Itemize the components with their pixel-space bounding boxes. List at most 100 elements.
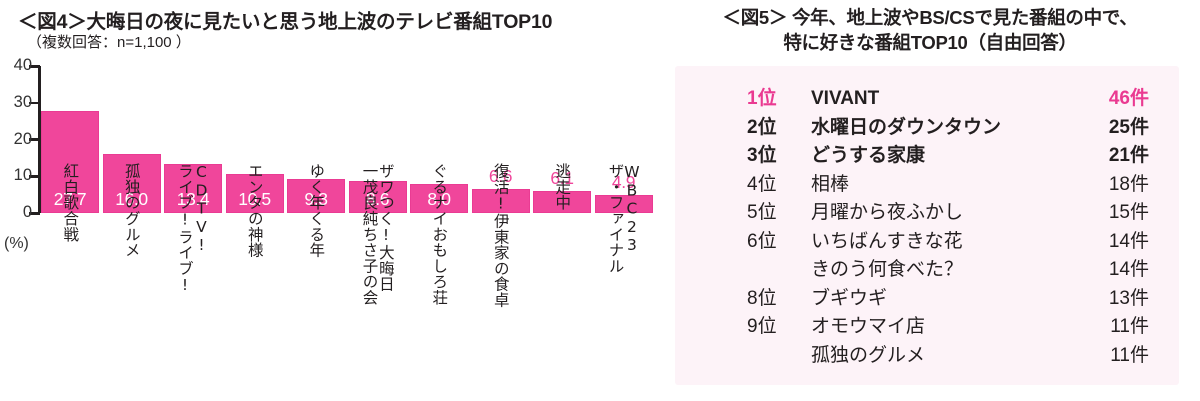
y-axis-tick-label: 30 xyxy=(13,92,32,111)
rank-position: 1位 xyxy=(747,88,777,109)
ranking-row: きのう何食べた？ 14件 xyxy=(675,254,1179,283)
bar-column: 6.1 xyxy=(533,66,591,213)
bar-column: 9.3 xyxy=(287,66,345,213)
program-name: いちばんすきな花 xyxy=(811,230,963,252)
bar-chart-plot-area: 0 10 20 30 40 (%) 27.7 16.0 13.4 10.5 9.3 8.6 8.0 6… xyxy=(0,55,660,401)
y-axis-tick xyxy=(29,175,39,178)
bar-column: 8.6 xyxy=(348,66,407,213)
program-name: オモウマイ店 xyxy=(811,316,926,337)
rank-position: 6位 xyxy=(747,230,777,252)
program-name: どうする家康 xyxy=(811,145,926,166)
bar xyxy=(533,190,591,213)
figure-5-title-line2: 特に好きな番組TOP10（自由回答） xyxy=(783,32,1077,53)
bar-value-label: 6.1 xyxy=(550,167,574,188)
x-axis-category-label: CDTV! ライブ!ライブ! xyxy=(164,163,222,345)
program-name: ブギウギ xyxy=(811,287,888,309)
y-axis-tick xyxy=(29,138,39,141)
ranking-row: 3位 どうする家康 21件 xyxy=(675,140,1179,169)
rank-position: 5位 xyxy=(747,202,777,223)
bar-value-label: 4.9 xyxy=(611,172,636,192)
x-axis-category-labels: 紅白歌合戦 孤独のグルメ CDTV! ライブ!ライブ! エンタの神様 ゆく年くる年 ザワつく… xyxy=(41,163,661,348)
bar-series: 27.7 16.0 13.4 10.5 9.3 8.6 8.0 6.6 6.1 4.9 xyxy=(41,66,656,213)
x-axis-category-label: ザワつく!大晦日 一茂良純ちさ子の会 xyxy=(349,163,407,345)
rank-position: 3位 xyxy=(747,145,777,166)
response-count: 14件 xyxy=(1108,259,1149,280)
bar xyxy=(348,181,407,213)
ranking-row: 孤独のグルメ 11件 xyxy=(675,340,1179,369)
bar xyxy=(164,163,222,213)
program-name: 水曜日のダウンタウン xyxy=(811,116,1002,138)
figure-4: ＜図4＞大晦日の夜に見たいと思う地上波のテレビ番組TOP10 （複数回答：n=1… xyxy=(0,11,661,401)
bar-value-label: 8.6 xyxy=(365,189,390,209)
bar xyxy=(102,154,161,213)
rank-position: 2位 xyxy=(747,116,777,138)
ranking-row: 9位 オモウマイ店 11件 xyxy=(675,311,1179,340)
program-name: 月曜から夜ふかし xyxy=(811,202,964,223)
category-label-line: エンタの神様 xyxy=(245,163,264,258)
category-label-line: 紅白歌合戦 xyxy=(61,163,80,242)
ranking-row: 4位 相棒 18件 xyxy=(675,169,1179,198)
bar-column: 6.6 xyxy=(471,66,530,213)
figure-4-subtitle: （複数回答：n=1,100 ） xyxy=(27,34,191,51)
x-axis-category-label: 復活!伊東家の食卓 xyxy=(472,163,530,345)
bar-value-label: 6.6 xyxy=(488,165,513,186)
category-label-line: WBC23 xyxy=(622,163,641,255)
category-label-line: CDTV! xyxy=(192,163,211,255)
bar-column: 10.5 xyxy=(225,66,284,213)
category-label-line: ゆく年くる年 xyxy=(307,163,326,258)
bar-column: 8.0 xyxy=(410,66,468,213)
category-label-line: 復活!伊東家の食卓 xyxy=(491,163,510,308)
ranking-list: 1位 VIVANT 46件 2位 水曜日のダウンタウン 25件 3位 どうする家康 21件 4位 相… xyxy=(675,83,1179,368)
x-axis-category-label: 逃走中 xyxy=(533,163,591,345)
response-count: 15件 xyxy=(1108,202,1149,223)
bar-column: 13.4 xyxy=(164,66,222,213)
bar-value-label: 27.7 xyxy=(53,189,87,209)
y-axis-line xyxy=(38,66,41,213)
response-count: 18件 xyxy=(1108,173,1149,195)
ranking-row: 6位 いちばんすきな花 14件 xyxy=(675,226,1179,255)
bar xyxy=(225,174,284,213)
ranking-panel: 1位 VIVANT 46件 2位 水曜日のダウンタウン 25件 3位 どうする家康 21件 4位 相… xyxy=(675,66,1179,385)
program-name: 相棒 xyxy=(811,173,850,195)
category-label-line: ザ・ファイナル xyxy=(606,163,625,274)
bar-value-label: 8.0 xyxy=(427,189,451,209)
ranking-row: 2位 水曜日のダウンタウン 25件 xyxy=(675,112,1179,141)
category-label-line: 孤独のグルメ xyxy=(122,163,141,258)
rank-position: 9位 xyxy=(747,316,777,337)
figure-5: ＜図5＞ 今年、地上波やBS/CSで見た番組の中で、 特に好きな番組TOP10（… xyxy=(660,0,1200,401)
bar xyxy=(410,183,468,213)
y-axis-tick-label: 0 xyxy=(22,203,32,221)
program-name: VIVANT xyxy=(811,88,880,109)
bar-column: 4.9 xyxy=(594,66,653,213)
response-count: 46件 xyxy=(1108,88,1149,109)
x-axis-category-label: エンタの神様 xyxy=(226,163,284,345)
category-label-line: 一茂良純ちさ子の会 xyxy=(360,163,379,306)
x-axis-category-label: ぐるナイおもしろ荘 xyxy=(410,163,468,345)
x-axis-category-label: WBC23 ザ・ファイナル xyxy=(595,163,653,345)
program-name: きのう何食べた？ xyxy=(811,259,964,280)
bar xyxy=(594,195,653,213)
bar-value-label: 16.0 xyxy=(115,189,148,209)
bar-value-label: 13.4 xyxy=(176,189,210,209)
response-count: 25件 xyxy=(1108,116,1149,138)
y-axis-tick-label: 20 xyxy=(13,129,32,148)
response-count: 21件 xyxy=(1108,145,1149,166)
bar-column: 16.0 xyxy=(102,66,161,213)
response-count: 11件 xyxy=(1110,316,1149,337)
figure-5-title-line1: ＜図5＞ 今年、地上波やBS/CSで見た番組の中で、 xyxy=(722,7,1138,28)
figure-4-title: ＜図4＞大晦日の夜に見たいと思う地上波のテレビ番組TOP10 xyxy=(18,11,553,33)
category-label-line: ライブ!ライブ! xyxy=(176,163,194,295)
category-label-line: ザワつく!大晦日 xyxy=(376,163,395,292)
response-count: 14件 xyxy=(1108,230,1149,252)
response-count: 13件 xyxy=(1108,287,1149,309)
ranking-row: 5位 月曜から夜ふかし 15件 xyxy=(675,197,1179,226)
program-name: 孤独のグルメ xyxy=(811,344,926,366)
y-axis-tick-label: 40 xyxy=(13,56,32,74)
category-label-line: ぐるナイおもしろ荘 xyxy=(430,163,449,306)
bar-column: 27.7 xyxy=(41,66,99,213)
y-axis-tick-label: 10 xyxy=(13,166,32,185)
x-axis-category-label: 紅白歌合戦 xyxy=(41,163,99,345)
y-axis-tick xyxy=(29,211,40,215)
bar-value-label: 10.5 xyxy=(238,189,271,209)
ranking-row: 1位 VIVANT 46件 xyxy=(675,83,1179,112)
